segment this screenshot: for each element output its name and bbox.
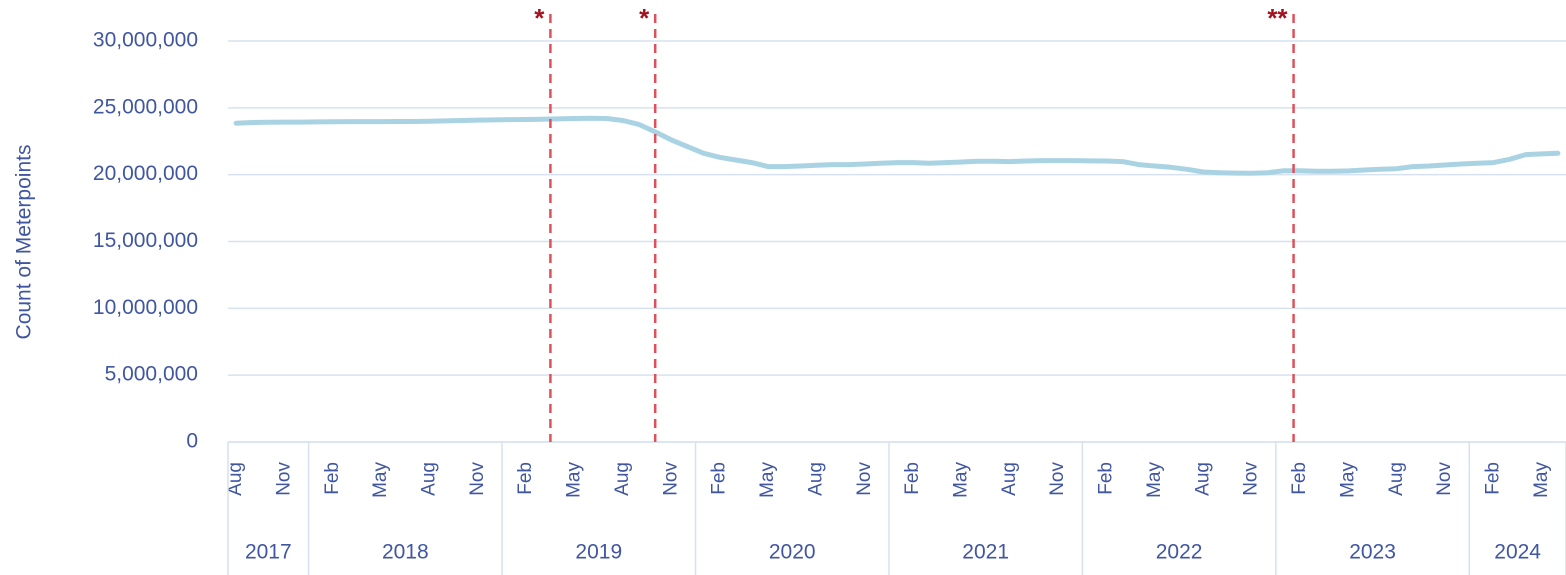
annotation-label: * — [534, 3, 545, 33]
line-series — [233, 115, 1561, 176]
x-tick-label: Aug — [999, 462, 1020, 496]
x-tick-label: Aug — [225, 462, 246, 496]
year-label: 2019 — [575, 541, 622, 564]
x-tick-label: Nov — [1047, 462, 1068, 496]
annotation-label: ** — [1267, 3, 1288, 33]
x-tick-label: May — [1531, 462, 1552, 498]
x-tick-label: Nov — [1241, 462, 1262, 496]
y-tick-label: 25,000,000 — [93, 95, 198, 118]
year-label: 2021 — [962, 541, 1009, 564]
x-tick-label: Feb — [1482, 462, 1503, 495]
x-tick-label: May — [370, 462, 391, 498]
y-tick-label: 20,000,000 — [93, 162, 198, 185]
x-tick-label: Nov — [467, 462, 488, 496]
x-tick-label: Feb — [322, 462, 343, 495]
x-tick-label: May — [1144, 462, 1165, 498]
y-tick-label: 30,000,000 — [93, 29, 198, 52]
x-tick-label: Nov — [854, 462, 875, 496]
x-tick-label: May — [1337, 462, 1358, 498]
y-axis-label: Count of Meterpoints — [13, 145, 36, 340]
x-tick-label: Aug — [805, 462, 826, 496]
year-label: 2017 — [245, 541, 292, 564]
year-label: 2018 — [382, 541, 429, 564]
y-tick-label: 15,000,000 — [93, 229, 198, 252]
x-tick-label: Aug — [1192, 462, 1213, 496]
x-tick-label: Feb — [902, 462, 923, 495]
x-tick-label: May — [564, 462, 585, 498]
year-label: 2020 — [769, 541, 816, 564]
year-label: 2023 — [1349, 541, 1396, 564]
year-label: 2024 — [1494, 541, 1541, 564]
x-tick-label: May — [950, 462, 971, 498]
y-tick-label: 0 — [186, 430, 198, 453]
x-tick-label: Aug — [612, 462, 633, 496]
x-tick-label: May — [757, 462, 778, 498]
x-tick-label: Feb — [515, 462, 536, 495]
y-tick-label: 5,000,000 — [105, 363, 198, 386]
x-tick-label: Feb — [1289, 462, 1310, 495]
x-tick-label: Aug — [1386, 462, 1407, 496]
annotation-label: * — [639, 3, 650, 33]
y-tick-label: 10,000,000 — [93, 296, 198, 319]
x-tick-label: Nov — [660, 462, 681, 496]
x-tick-label: Nov — [1434, 462, 1455, 496]
year-label: 2022 — [1156, 541, 1203, 564]
x-tick-label: Feb — [709, 462, 730, 495]
x-tick-label: Feb — [1096, 462, 1117, 495]
x-tick-label: Aug — [419, 462, 440, 496]
x-tick-label: Nov — [273, 462, 294, 496]
